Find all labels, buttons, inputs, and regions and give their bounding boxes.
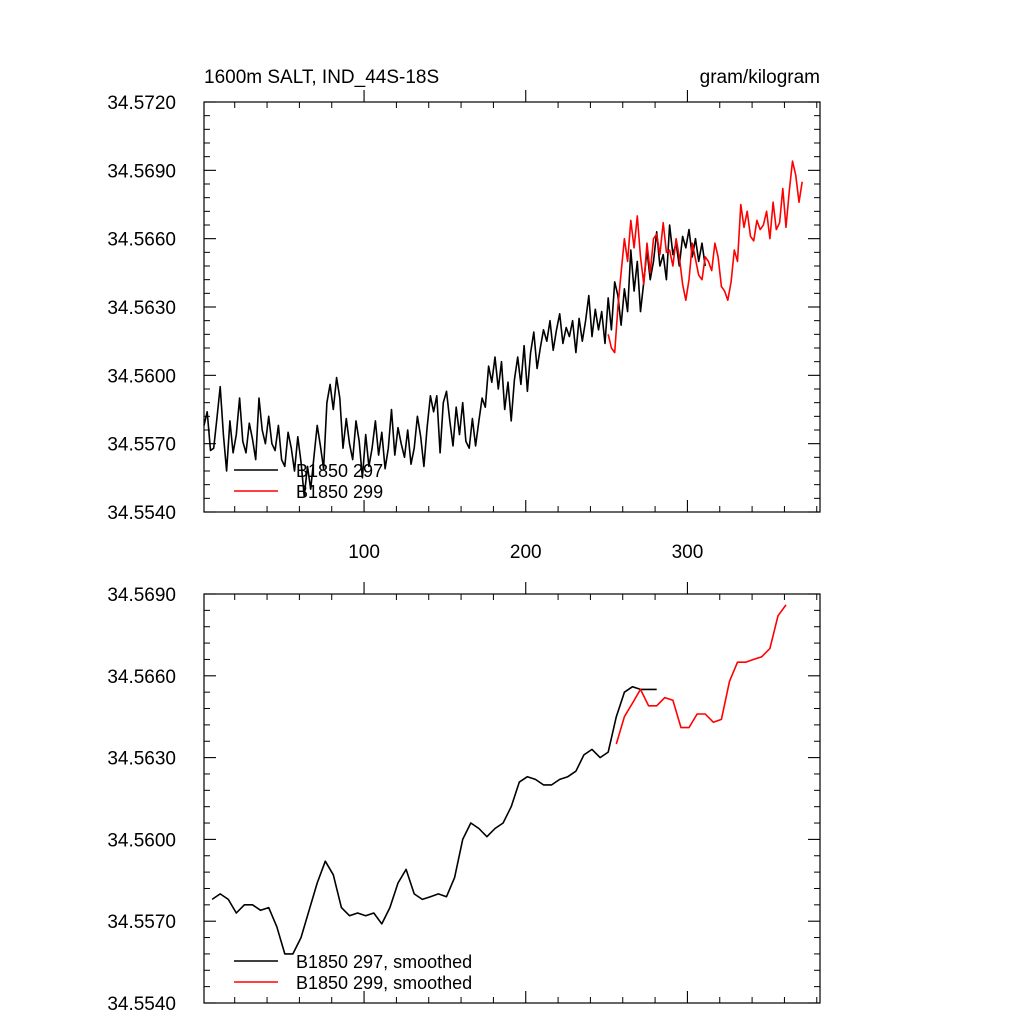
top-y-tick-label: 34.5690 — [107, 161, 176, 182]
top-y-tick-label: 34.5630 — [107, 298, 176, 319]
top-y-tick-label: 34.5600 — [107, 366, 176, 387]
top-x-tick-label: 100 — [348, 542, 380, 563]
top-series — [203, 160, 803, 497]
bottom-series-line-b1850-299 — [615, 604, 787, 745]
top-panel-units: gram/kilogram — [700, 67, 820, 88]
bottom-panel: 34.5540 34.5570 34.5600 34.5630 34.5660 34.56… — [107, 582, 821, 1015]
top-y-tick-label: 34.5660 — [107, 230, 176, 251]
top-x-tick-label: 300 — [672, 542, 704, 563]
top-y-tick-label: 34.5720 — [107, 93, 176, 114]
bottom-y-tick-label: 34.5600 — [107, 830, 176, 851]
bottom-legend-label: B1850 299, smoothed — [296, 973, 472, 993]
top-y-tick-label: 34.5540 — [107, 503, 176, 524]
bottom-series — [211, 604, 787, 955]
bottom-y-tick-label: 34.5630 — [107, 749, 176, 770]
top-legend-label: B1850 299 — [296, 482, 383, 502]
bottom-series-line-b1850-297 — [211, 685, 657, 955]
bottom-plot-frame — [203, 593, 821, 1004]
top-legend-label: B1850 297 — [296, 461, 383, 481]
bottom-y-tick-label: 34.5540 — [107, 994, 176, 1015]
top-panel-title: 1600m SALT, IND_44S-18S — [204, 67, 439, 88]
top-series-line-b1850-299 — [607, 160, 803, 354]
top-series-line-b1850-297 — [203, 224, 706, 497]
top-x-tick-label: 200 — [510, 542, 542, 563]
bottom-axes: 34.5540 34.5570 34.5600 34.5630 34.5660 34.56… — [107, 582, 821, 1015]
bottom-y-tick-label: 34.5570 — [107, 912, 176, 933]
top-y-tick-label: 34.5570 — [107, 435, 176, 456]
top-panel: 1600m SALT, IND_44S-18S gram/kilogram 34… — [107, 67, 821, 563]
bottom-legend-label: B1850 297, smoothed — [296, 952, 472, 972]
bottom-y-tick-label: 34.5660 — [107, 667, 176, 688]
bottom-y-tick-label: 34.5690 — [107, 585, 176, 606]
top-axes: 34.5540 34.5570 34.5600 34.5630 34.5660 34.56… — [107, 90, 821, 563]
